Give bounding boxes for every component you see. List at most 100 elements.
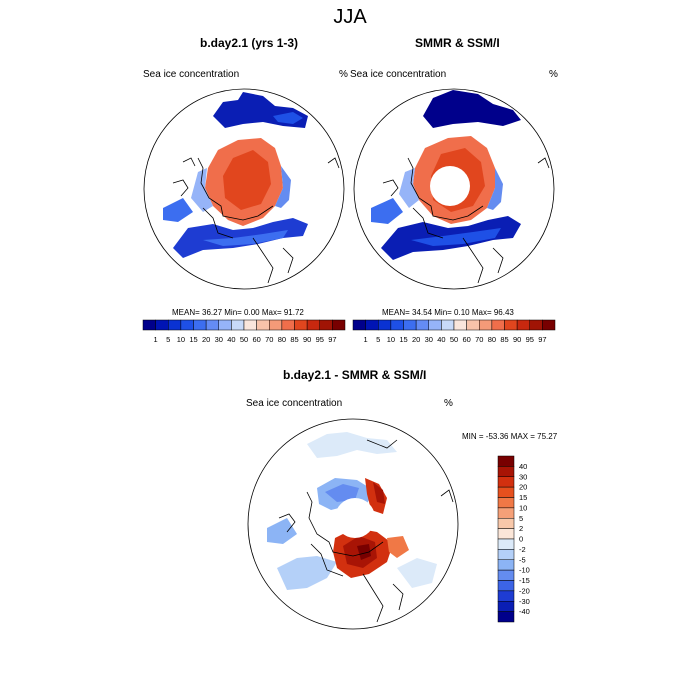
colorbar-tick-label: 20 [519,483,527,492]
colorbar-swatch [497,559,515,571]
colorbar-top-left-labels: 1 5 10 15 20 30 40 50 60 70 80 85 90 95 97 [154,335,337,344]
colorbar-tick-label: -30 [519,597,530,606]
colorbar-tick-label: 60 [252,335,260,344]
colorbar-tick-label: 1 [154,335,158,344]
colorbar-tick-label: 90 [513,335,521,344]
colorbar-tick-label: -2 [519,545,526,554]
colorbar-swatch [497,518,515,529]
colorbar-swatch [269,319,283,331]
colorbar-tick-label: 70 [265,335,273,344]
colorbar-tick-label: 95 [526,335,534,344]
colorbar-top-right: 1 5 10 15 20 30 40 50 60 70 80 85 90 95 97 [352,319,556,344]
colorbar-swatch [256,319,270,331]
colorbar-swatch [441,319,455,331]
colorbar-swatch [497,476,515,488]
colorbar-swatch [529,319,543,331]
colorbar-tick-label: 10 [177,335,185,344]
colorbar-tick-label: 85 [290,335,298,344]
colorbar-swatch [332,319,346,331]
colorbar-tick-label: 80 [278,335,286,344]
colorbar-tick-label: 95 [316,335,324,344]
colorbar-swatch [168,319,182,331]
colorbar-swatch [378,319,392,331]
colorbar-swatch [453,319,467,331]
colorbar-swatch [497,590,515,602]
colorbar-tick-label: 50 [240,335,248,344]
colorbar-tick-label: 10 [519,503,527,512]
panel1-map [143,88,345,290]
panel2-stats: MEAN= 34.54 Min= 0.10 Max= 96.43 [382,308,514,317]
colorbar-tick-label: 80 [488,335,496,344]
colorbar-swatch [504,319,518,331]
colorbar-swatch [497,580,515,592]
colorbar-swatch [479,319,493,331]
colorbar-top-right-labels: 1 5 10 15 20 30 40 50 60 70 80 85 90 95 97 [364,335,547,344]
colorbar-tick-label: 40 [519,462,527,471]
colorbar-swatch [428,319,442,331]
colorbar-swatch [466,319,480,331]
colorbar-swatch [352,319,366,331]
colorbar-swatch [243,319,257,331]
page-title: JJA [333,6,367,28]
colorbar-swatch [142,319,156,331]
colorbar-diff-swatches [497,455,515,623]
colorbar-swatch [365,319,379,331]
colorbar-tick-label: 20 [412,335,420,344]
colorbar-swatch [231,319,245,331]
colorbar-swatch [497,549,515,560]
panel3-map [247,418,459,630]
panel3-units: % [444,398,453,409]
panel3-stats: MIN = -53.36 MAX = 75.27 [462,432,558,441]
colorbar-swatch [542,319,556,331]
colorbar-swatch [497,538,515,550]
colorbar-swatch [306,319,320,331]
colorbar-swatch [390,319,404,331]
colorbar-swatch [497,486,515,498]
colorbar-tick-label: -15 [519,576,530,585]
panel2-map [353,88,555,290]
colorbar-tick-label: 90 [303,335,311,344]
colorbar-swatch [180,319,194,331]
colorbar-swatch [193,319,207,331]
colorbar-tick-label: 20 [202,335,210,344]
colorbar-swatch [281,319,295,331]
panel3-title: b.day2.1 - SMMR & SSM/I [283,368,427,382]
panel1-variable: Sea ice concentration [143,69,240,80]
panel3-variable: Sea ice concentration [246,398,343,409]
colorbar-swatch [403,319,417,331]
colorbar-swatch [497,601,515,612]
panel2-units: % [549,69,558,80]
colorbar-tick-label: 30 [215,335,223,344]
colorbar-tick-label: 70 [475,335,483,344]
colorbar-tick-label: 10 [387,335,395,344]
colorbar-tick-label: 85 [500,335,508,344]
colorbar-tick-label: 50 [450,335,458,344]
colorbar-tick-label: -20 [519,586,530,595]
colorbar-swatch [155,319,169,331]
colorbar-top-left-swatches [142,319,346,331]
colorbar-swatch [218,319,232,331]
colorbar-tick-label: 2 [519,524,523,533]
colorbar-tick-label: 15 [189,335,197,344]
colorbar-swatch [497,497,515,509]
colorbar-swatch [497,569,515,581]
colorbar-tick-label: 15 [519,493,527,502]
colorbar-swatch [497,455,515,467]
colorbar-tick-label: 1 [364,335,368,344]
colorbar-tick-label: 97 [538,335,546,344]
colorbar-swatch [205,319,219,331]
colorbar-tick-label: 97 [328,335,336,344]
colorbar-swatch [497,611,515,623]
colorbar-swatch [516,319,530,331]
colorbar-swatch [497,507,515,519]
colorbar-swatch [294,319,308,331]
colorbar-tick-label: 30 [519,472,527,481]
panel1-units: % [339,69,348,80]
colorbar-tick-label: 5 [166,335,170,344]
colorbar-swatch [497,466,515,477]
colorbar-swatch [319,319,333,331]
colorbar-tick-label: 40 [227,335,235,344]
colorbar-tick-label: 60 [462,335,470,344]
